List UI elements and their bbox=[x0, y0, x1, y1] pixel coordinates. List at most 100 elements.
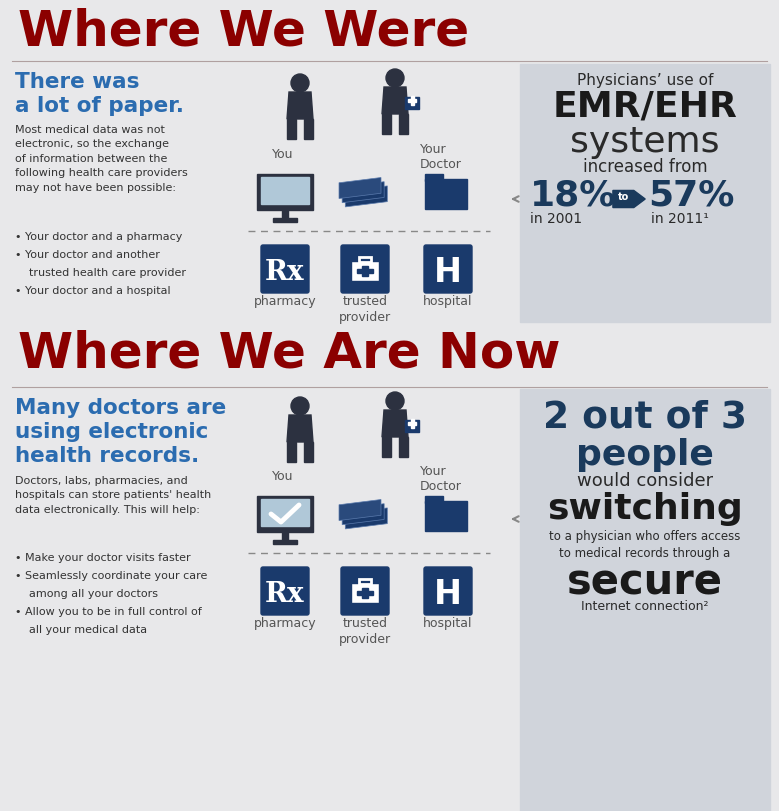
FancyBboxPatch shape bbox=[261, 246, 309, 294]
Bar bbox=[411, 97, 414, 106]
Text: • Your doctor and another: • Your doctor and another bbox=[15, 250, 160, 260]
Bar bbox=[362, 267, 368, 277]
Text: There was: There was bbox=[15, 72, 139, 92]
Bar bbox=[408, 423, 416, 426]
FancyBboxPatch shape bbox=[261, 568, 309, 616]
Text: Your
Doctor: Your Doctor bbox=[420, 143, 462, 171]
Text: Rx: Rx bbox=[265, 581, 305, 607]
Text: • Your doctor and a hospital: • Your doctor and a hospital bbox=[15, 285, 171, 296]
Text: • Seamlessly coordinate your care: • Seamlessly coordinate your care bbox=[15, 570, 207, 581]
FancyBboxPatch shape bbox=[424, 246, 472, 294]
Text: Your
Doctor: Your Doctor bbox=[420, 465, 462, 492]
Bar bbox=[359, 258, 371, 263]
Text: 18%: 18% bbox=[530, 178, 616, 212]
Polygon shape bbox=[399, 437, 408, 457]
Text: • Allow you to be in full control of: • Allow you to be in full control of bbox=[15, 607, 202, 616]
Text: H: H bbox=[434, 256, 462, 290]
Text: switching: switching bbox=[547, 491, 743, 526]
Text: systems: systems bbox=[570, 125, 720, 159]
Polygon shape bbox=[382, 437, 391, 457]
Text: Rx: Rx bbox=[265, 260, 305, 286]
Text: using electronic: using electronic bbox=[15, 422, 208, 441]
Polygon shape bbox=[339, 500, 381, 521]
Text: hospital: hospital bbox=[423, 294, 473, 307]
Text: Doctors, labs, pharmacies, and
hospitals can store patients' health
data electro: Doctors, labs, pharmacies, and hospitals… bbox=[15, 475, 211, 514]
Polygon shape bbox=[382, 115, 391, 135]
Circle shape bbox=[386, 393, 404, 410]
Bar bbox=[425, 496, 443, 504]
Bar bbox=[405, 98, 419, 109]
Bar bbox=[357, 591, 373, 595]
Bar bbox=[257, 496, 313, 532]
Text: among all your doctors: among all your doctors bbox=[15, 588, 158, 599]
Text: Internet connection²: Internet connection² bbox=[581, 599, 709, 612]
Bar bbox=[282, 532, 288, 540]
Text: to a physician who offers access: to a physician who offers access bbox=[549, 530, 741, 543]
Text: to: to bbox=[619, 191, 629, 202]
Polygon shape bbox=[342, 182, 384, 204]
Polygon shape bbox=[304, 443, 313, 462]
Text: pharmacy: pharmacy bbox=[254, 294, 316, 307]
Polygon shape bbox=[342, 504, 384, 525]
Text: in 2001: in 2001 bbox=[530, 212, 582, 225]
Polygon shape bbox=[345, 508, 387, 530]
Polygon shape bbox=[287, 120, 296, 139]
Text: all your medical data: all your medical data bbox=[15, 624, 147, 634]
Text: increased from: increased from bbox=[583, 158, 707, 176]
Text: Physicians’ use of: Physicians’ use of bbox=[576, 73, 714, 88]
Polygon shape bbox=[339, 178, 381, 200]
Bar bbox=[282, 211, 288, 219]
Text: • Make your doctor visits faster: • Make your doctor visits faster bbox=[15, 552, 191, 562]
Text: Where We Are Now: Where We Are Now bbox=[18, 329, 561, 378]
Polygon shape bbox=[345, 187, 387, 208]
Text: trusted
provider: trusted provider bbox=[339, 294, 391, 324]
Text: • Your doctor and a pharmacy: • Your doctor and a pharmacy bbox=[15, 232, 182, 242]
Text: 57%: 57% bbox=[648, 178, 735, 212]
FancyBboxPatch shape bbox=[424, 568, 472, 616]
Text: You: You bbox=[272, 148, 294, 161]
Text: 2 out of 3: 2 out of 3 bbox=[543, 400, 747, 436]
Polygon shape bbox=[399, 115, 408, 135]
Text: in 2011¹: in 2011¹ bbox=[651, 212, 709, 225]
Text: health records.: health records. bbox=[15, 445, 199, 466]
Text: secure: secure bbox=[567, 561, 723, 603]
Polygon shape bbox=[613, 191, 645, 208]
FancyBboxPatch shape bbox=[341, 568, 389, 616]
Polygon shape bbox=[287, 93, 313, 120]
Polygon shape bbox=[287, 415, 313, 443]
Bar bbox=[273, 219, 297, 223]
Bar bbox=[425, 175, 443, 182]
Text: Where We Were: Where We Were bbox=[18, 8, 469, 56]
Bar bbox=[362, 588, 368, 599]
Text: trusted health care provider: trusted health care provider bbox=[15, 268, 186, 277]
Text: EMR/EHR: EMR/EHR bbox=[552, 90, 738, 124]
Polygon shape bbox=[382, 88, 408, 115]
FancyBboxPatch shape bbox=[341, 246, 389, 294]
Bar bbox=[261, 500, 309, 526]
Text: trusted
provider: trusted provider bbox=[339, 616, 391, 646]
Circle shape bbox=[291, 75, 309, 93]
Polygon shape bbox=[304, 120, 313, 139]
Circle shape bbox=[386, 70, 404, 88]
Text: H: H bbox=[434, 577, 462, 611]
Bar bbox=[351, 583, 379, 603]
Text: Many doctors are: Many doctors are bbox=[15, 397, 226, 418]
Bar bbox=[408, 100, 416, 103]
Bar bbox=[357, 270, 373, 273]
Bar bbox=[257, 175, 313, 211]
Bar bbox=[359, 579, 371, 584]
Polygon shape bbox=[287, 443, 296, 462]
Text: a lot of paper.: a lot of paper. bbox=[15, 96, 184, 116]
Text: would consider: would consider bbox=[577, 471, 713, 489]
Bar bbox=[425, 501, 467, 531]
Bar bbox=[425, 180, 467, 210]
Bar bbox=[411, 419, 414, 428]
Bar bbox=[520, 389, 770, 811]
Bar bbox=[261, 178, 309, 204]
Circle shape bbox=[291, 397, 309, 415]
Text: to medical records through a: to medical records through a bbox=[559, 547, 731, 560]
Text: You: You bbox=[272, 470, 294, 483]
Text: hospital: hospital bbox=[423, 616, 473, 629]
Polygon shape bbox=[382, 410, 408, 437]
Bar bbox=[351, 262, 379, 281]
